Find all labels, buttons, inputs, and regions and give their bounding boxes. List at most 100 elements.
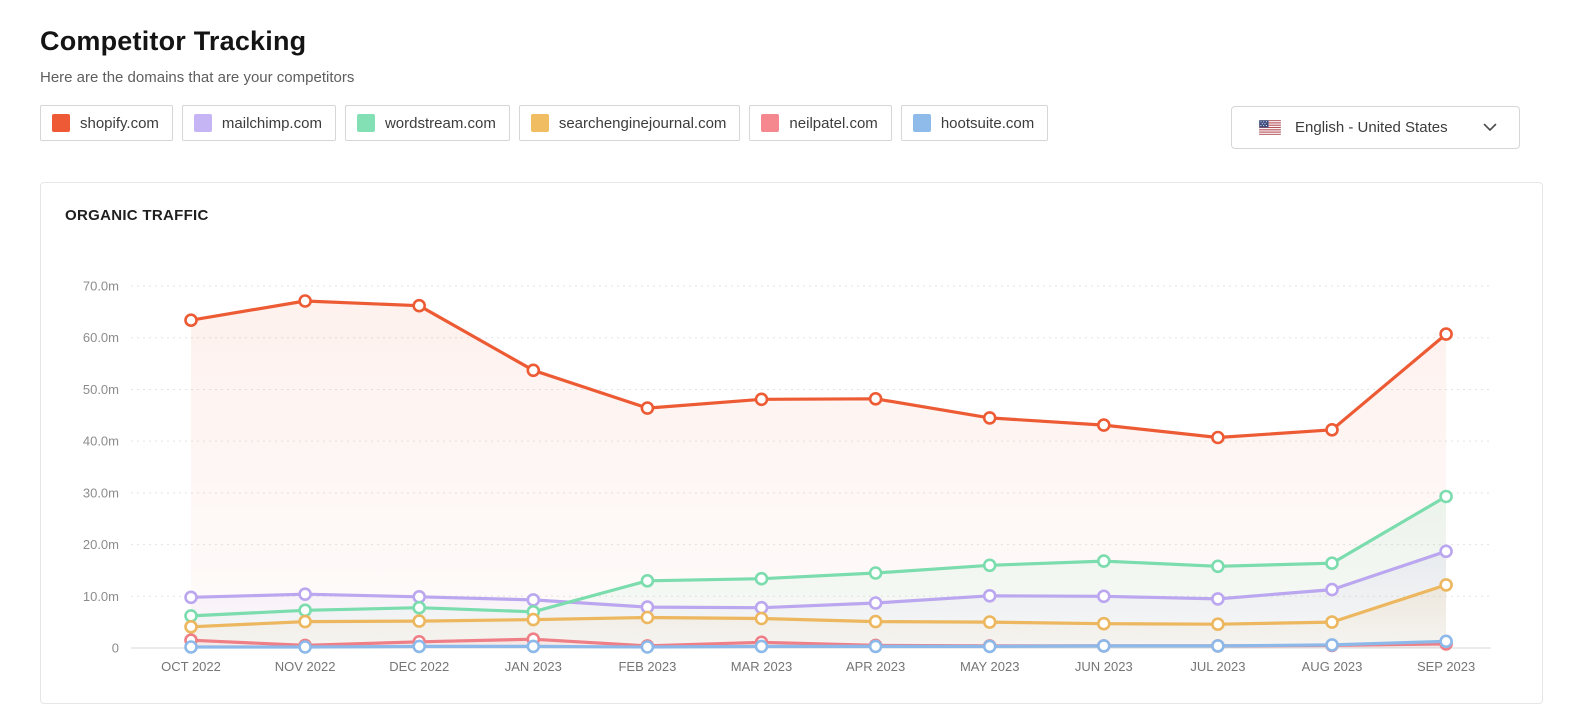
competitor-chip-label: searchenginejournal.com bbox=[558, 114, 727, 132]
series-dot-shopify.com[interactable] bbox=[640, 401, 655, 415]
series-line-hootsuite.com bbox=[189, 639, 1448, 649]
series-dot-mailchimp.com[interactable] bbox=[982, 588, 997, 603]
series-area-wordstream.com bbox=[191, 496, 1447, 648]
series-dot-mailchimp.com[interactable] bbox=[412, 589, 427, 604]
series-dot-shopify.com[interactable] bbox=[526, 363, 541, 378]
competitor-chip-shopify-com[interactable]: shopify.com bbox=[40, 105, 173, 141]
series-dot-searchenginejournal.com[interactable] bbox=[1439, 578, 1453, 592]
series-dot-shopify.com[interactable] bbox=[982, 411, 997, 425]
chart-title: ORGANIC TRAFFIC bbox=[65, 207, 209, 224]
series-dot-mailchimp.com[interactable] bbox=[1097, 589, 1111, 604]
x-axis-tick-label: JAN 2023 bbox=[505, 659, 562, 674]
series-dot-mailchimp.com[interactable] bbox=[754, 600, 769, 615]
series-dot-shopify.com[interactable] bbox=[184, 313, 198, 327]
series-dot-searchenginejournal.com[interactable] bbox=[982, 615, 997, 629]
competitor-chip-neilpatel-com[interactable]: neilpatel.com bbox=[749, 105, 892, 141]
x-axis-tick-label: FEB 2023 bbox=[618, 659, 676, 674]
series-dot-searchenginejournal.com[interactable] bbox=[298, 614, 312, 629]
y-axis-tick-label: 50.0m bbox=[83, 382, 119, 397]
series-dot-wordstream.com[interactable] bbox=[1439, 489, 1453, 504]
us-flag-icon bbox=[1259, 120, 1281, 135]
series-dot-mailchimp.com[interactable] bbox=[1325, 582, 1339, 597]
x-axis-tick-label: SEP 2023 bbox=[1417, 659, 1475, 674]
competitor-chip-mailchimp-com[interactable]: mailchimp.com bbox=[181, 105, 336, 141]
series-dot-searchenginejournal.com[interactable] bbox=[526, 612, 541, 627]
series-dot-hootsuite.com[interactable] bbox=[1097, 639, 1111, 653]
series-dot-mailchimp.com[interactable] bbox=[1439, 544, 1453, 559]
series-dot-hootsuite.com[interactable] bbox=[298, 640, 312, 654]
series-dot-shopify.com[interactable] bbox=[412, 298, 427, 313]
series-dot-hootsuite.com[interactable] bbox=[184, 640, 198, 654]
series-dot-shopify.com[interactable] bbox=[868, 392, 883, 406]
series-dot-wordstream.com[interactable] bbox=[412, 600, 427, 615]
series-dot-shopify.com[interactable] bbox=[1097, 418, 1111, 432]
y-axis-tick-label: 30.0m bbox=[83, 485, 119, 500]
series-dot-searchenginejournal.com[interactable] bbox=[868, 614, 883, 629]
competitor-chip-label: wordstream.com bbox=[384, 114, 496, 132]
legend-color-swatch bbox=[356, 114, 375, 132]
series-dot-wordstream.com[interactable] bbox=[1097, 554, 1111, 568]
series-dot-wordstream.com[interactable] bbox=[868, 566, 883, 580]
series-dot-wordstream.com[interactable] bbox=[1211, 559, 1225, 574]
series-dot-searchenginejournal.com[interactable] bbox=[184, 619, 198, 634]
series-dot-hootsuite.com[interactable] bbox=[982, 639, 997, 654]
series-dot-shopify.com[interactable] bbox=[298, 294, 312, 308]
series-line-mailchimp.com bbox=[189, 549, 1448, 610]
series-dot-hootsuite.com[interactable] bbox=[754, 639, 769, 654]
language-selector[interactable]: English - United States bbox=[1231, 106, 1520, 149]
series-dot-hootsuite.com[interactable] bbox=[640, 640, 655, 654]
series-dot-wordstream.com[interactable] bbox=[184, 609, 198, 623]
series-dot-hootsuite.com[interactable] bbox=[1211, 639, 1225, 653]
series-dot-wordstream.com[interactable] bbox=[640, 573, 655, 588]
competitor-chip-hootsuite-com[interactable]: hootsuite.com bbox=[900, 105, 1049, 141]
y-axis-tick-label: 20.0m bbox=[83, 537, 119, 552]
series-area-searchenginejournal.com bbox=[191, 584, 1447, 648]
chevron-down-icon bbox=[1483, 123, 1497, 131]
x-axis-tick-label: APR 2023 bbox=[846, 659, 905, 674]
series-dot-hootsuite.com[interactable] bbox=[1439, 634, 1453, 649]
competitor-chip-searchenginejournal-com[interactable]: searchenginejournal.com bbox=[518, 105, 741, 141]
competitor-chip-label: neilpatel.com bbox=[789, 114, 878, 132]
language-selector-label: English - United States bbox=[1295, 119, 1448, 136]
series-dot-searchenginejournal.com[interactable] bbox=[1325, 615, 1339, 629]
series-line-shopify.com bbox=[189, 299, 1448, 440]
series-dot-shopify.com[interactable] bbox=[1439, 327, 1453, 341]
series-dot-wordstream.com[interactable] bbox=[298, 603, 312, 618]
series-dot-mailchimp.com[interactable] bbox=[298, 587, 312, 602]
series-dot-shopify.com[interactable] bbox=[754, 392, 769, 407]
competitor-chip-label: hootsuite.com bbox=[940, 114, 1035, 132]
series-dot-wordstream.com[interactable] bbox=[754, 571, 769, 586]
page-subtitle: Here are the domains that are your compe… bbox=[40, 69, 355, 86]
y-axis-tick-label: 70.0m bbox=[83, 279, 119, 294]
series-dot-hootsuite.com[interactable] bbox=[868, 639, 883, 654]
series-dot-mailchimp.com[interactable] bbox=[184, 590, 198, 605]
y-axis-tick-label: 60.0m bbox=[83, 330, 119, 345]
series-dot-mailchimp.com[interactable] bbox=[526, 593, 541, 607]
legend-color-swatch bbox=[761, 114, 780, 132]
series-dot-mailchimp.com[interactable] bbox=[868, 596, 883, 610]
series-dot-hootsuite.com[interactable] bbox=[412, 639, 427, 654]
series-dot-searchenginejournal.com[interactable] bbox=[1211, 617, 1225, 632]
series-dot-searchenginejournal.com[interactable] bbox=[1097, 616, 1111, 631]
series-line-wordstream.com bbox=[189, 494, 1448, 618]
x-axis-tick-label: AUG 2023 bbox=[1302, 659, 1363, 674]
competitor-chip-wordstream-com[interactable]: wordstream.com bbox=[344, 105, 510, 141]
y-axis-tick-label: 0 bbox=[112, 641, 119, 656]
series-dot-shopify.com[interactable] bbox=[1325, 423, 1339, 437]
series-dot-wordstream.com[interactable] bbox=[1325, 556, 1339, 571]
series-dot-shopify.com[interactable] bbox=[1211, 430, 1225, 445]
series-dot-searchenginejournal.com[interactable] bbox=[754, 611, 769, 626]
series-dot-searchenginejournal.com[interactable] bbox=[640, 610, 655, 625]
x-axis-tick-label: DEC 2022 bbox=[389, 659, 449, 674]
series-dot-mailchimp.com[interactable] bbox=[1211, 592, 1225, 606]
x-axis-tick-label: NOV 2022 bbox=[275, 659, 336, 674]
legend-color-swatch bbox=[912, 114, 931, 132]
series-dot-hootsuite.com[interactable] bbox=[526, 639, 541, 654]
x-axis-tick-label: OCT 2022 bbox=[161, 659, 221, 674]
series-dot-hootsuite.com[interactable] bbox=[1325, 638, 1339, 652]
y-axis-tick-label: 10.0m bbox=[83, 589, 119, 604]
series-dot-wordstream.com[interactable] bbox=[982, 558, 997, 573]
legend-color-swatch bbox=[52, 114, 70, 132]
series-line-searchenginejournal.com bbox=[189, 583, 1448, 629]
series-dot-searchenginejournal.com[interactable] bbox=[412, 614, 427, 628]
